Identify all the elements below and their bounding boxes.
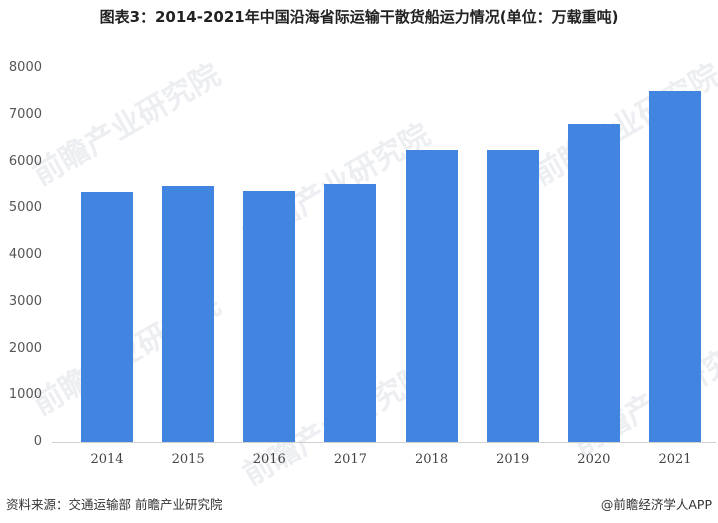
x-tick-label: 2018 — [415, 452, 449, 467]
x-tick-label: 2016 — [252, 452, 286, 467]
y-tick-label: 2000 — [8, 340, 42, 356]
bar-2021 — [649, 90, 701, 442]
x-tick-label: 2021 — [658, 452, 692, 467]
y-tick-label: 8000 — [8, 60, 42, 75]
credit-note: @前瞻经济学人APP — [600, 497, 712, 512]
bar-2019 — [486, 149, 539, 442]
x-tick-label: 2017 — [333, 452, 367, 467]
y-tick-label: 3000 — [8, 293, 42, 309]
chart-title: 图表3：2014-2021年中国沿海省际运输干散货船运力情况(单位：万载重吨) — [99, 8, 619, 26]
y-tick-label: 5000 — [8, 200, 42, 216]
x-tick-label: 2014 — [90, 452, 124, 467]
y-tick-label: 7000 — [8, 106, 42, 122]
x-tick-label: 2015 — [171, 452, 205, 467]
bar-2016 — [243, 190, 296, 442]
watermark: 前瞻产业研究院 — [27, 57, 227, 193]
y-tick-label: 1000 — [8, 387, 42, 403]
bar-2020 — [567, 124, 620, 442]
x-tick-label: 2019 — [496, 452, 530, 467]
bar-2015 — [162, 185, 215, 442]
bar-2017 — [324, 183, 377, 442]
y-tick-label: 0 — [33, 434, 42, 449]
y-tick-label: 6000 — [8, 153, 42, 169]
bar-2014 — [81, 191, 133, 442]
x-tick-label: 2020 — [577, 452, 611, 467]
source-note: 资料来源：交通运输部 前瞻产业研究院 — [6, 497, 223, 512]
x-axis-line — [52, 442, 716, 443]
y-tick-label: 4000 — [8, 247, 42, 262]
bar-2018 — [405, 149, 458, 442]
